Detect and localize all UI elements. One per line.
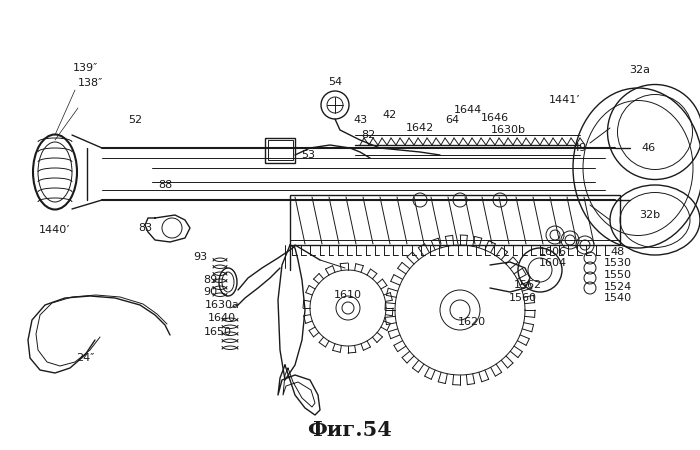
Text: 49: 49 <box>573 143 587 153</box>
Text: 1530: 1530 <box>604 258 632 268</box>
Text: 52: 52 <box>128 115 142 125</box>
Text: 1550: 1550 <box>604 270 632 280</box>
Text: 64: 64 <box>445 115 459 125</box>
Text: 42: 42 <box>383 110 397 120</box>
Text: 1650: 1650 <box>204 327 232 337</box>
Text: 1604: 1604 <box>539 258 567 268</box>
Text: 54: 54 <box>328 77 342 87</box>
Text: 1540: 1540 <box>604 293 632 303</box>
Text: 1630b: 1630b <box>491 125 526 135</box>
Text: 1440’: 1440’ <box>39 225 71 235</box>
Text: 32a: 32a <box>629 65 650 75</box>
Text: 24″: 24″ <box>76 353 94 363</box>
Text: 1441’: 1441’ <box>549 95 581 105</box>
Bar <box>290 195 620 245</box>
Text: 138″: 138″ <box>78 78 103 88</box>
Text: 89: 89 <box>203 275 217 285</box>
Text: 1644: 1644 <box>454 105 482 115</box>
Text: Фиг.54: Фиг.54 <box>307 420 393 440</box>
Text: 1606: 1606 <box>539 247 567 257</box>
Text: 1560: 1560 <box>509 293 537 303</box>
Text: 93: 93 <box>193 252 207 262</box>
Bar <box>265 138 295 163</box>
Text: 1640: 1640 <box>208 313 236 323</box>
Bar <box>268 140 293 160</box>
Text: 53: 53 <box>301 150 315 160</box>
Text: 43: 43 <box>353 115 367 125</box>
Text: 1610: 1610 <box>334 290 362 300</box>
Text: 1620: 1620 <box>458 317 486 327</box>
Text: 139″: 139″ <box>72 63 97 73</box>
Text: 1630a: 1630a <box>204 300 239 310</box>
Text: 83: 83 <box>138 223 152 233</box>
Text: 90: 90 <box>203 287 217 297</box>
Text: 1524: 1524 <box>604 282 632 292</box>
Text: 88: 88 <box>158 180 172 190</box>
Bar <box>290 200 620 240</box>
Text: 1642: 1642 <box>406 123 434 133</box>
Text: 1562: 1562 <box>514 280 542 290</box>
Text: 82: 82 <box>361 130 375 140</box>
Text: 46: 46 <box>641 143 655 153</box>
Text: 1646: 1646 <box>481 113 509 123</box>
Text: 32b: 32b <box>639 210 661 220</box>
Text: 48: 48 <box>611 247 625 257</box>
